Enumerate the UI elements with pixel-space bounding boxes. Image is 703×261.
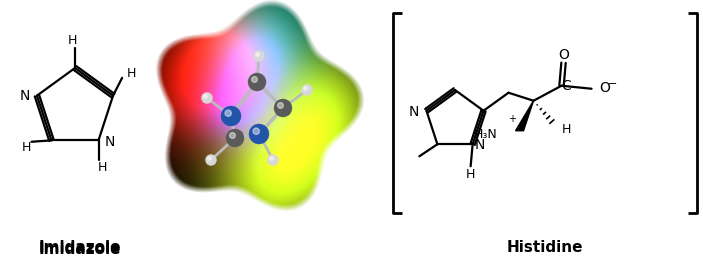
Circle shape [249,124,269,144]
Circle shape [274,99,292,117]
Circle shape [268,155,278,165]
Circle shape [205,155,217,165]
Circle shape [254,50,264,62]
Circle shape [252,76,257,82]
Text: H: H [466,168,475,181]
Circle shape [248,73,266,91]
Text: +: + [508,114,515,124]
Circle shape [253,128,259,134]
Text: −: − [607,79,617,89]
Text: H: H [22,141,31,154]
Text: Imidazole: Imidazole [39,242,121,258]
Circle shape [270,157,273,160]
Text: N: N [475,138,485,152]
Polygon shape [515,101,534,131]
Text: H: H [562,123,571,136]
Circle shape [225,110,231,116]
Circle shape [226,129,244,147]
Circle shape [230,133,236,138]
Circle shape [221,106,241,126]
Text: C: C [562,79,572,93]
Circle shape [302,85,313,96]
Circle shape [304,87,307,90]
Circle shape [204,95,207,98]
Circle shape [202,92,212,104]
Text: N: N [105,135,115,149]
Circle shape [278,103,283,108]
Text: H: H [127,67,136,80]
Text: H: H [67,34,77,48]
Text: O: O [558,48,569,62]
Circle shape [256,53,259,56]
Text: H: H [98,161,107,174]
Text: O: O [600,81,610,95]
Circle shape [207,157,211,160]
Text: N: N [409,105,420,119]
Text: N: N [20,89,30,103]
Text: Imidazole: Imidazole [39,240,121,256]
Text: H₃N: H₃N [474,128,498,141]
Text: Histidine: Histidine [507,240,583,256]
